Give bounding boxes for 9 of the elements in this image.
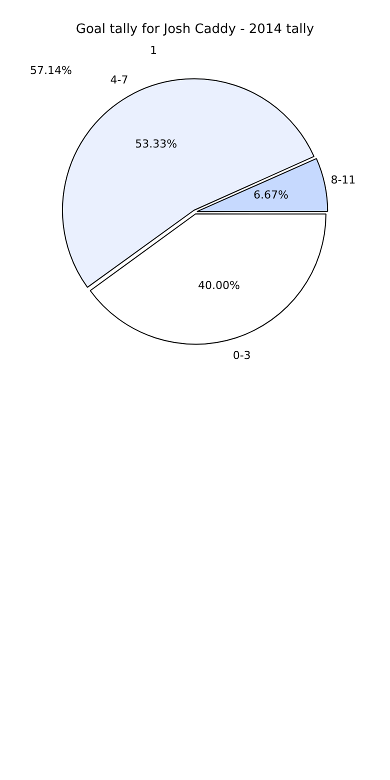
- data-label: 40.00%: [198, 278, 240, 292]
- chart-title: Goal tally for Josh Caddy - 2014 tally: [74, 22, 316, 39]
- data-label: 6.67%: [254, 188, 288, 202]
- text: 57.14%: [30, 64, 72, 77]
- slice-label: 8-11: [330, 173, 356, 186]
- slice-label: 4-7: [110, 74, 128, 87]
- data-label: 53.33%: [135, 138, 178, 151]
- text: 1: [150, 44, 157, 57]
- slice-label: 0-3: [232, 348, 251, 362]
